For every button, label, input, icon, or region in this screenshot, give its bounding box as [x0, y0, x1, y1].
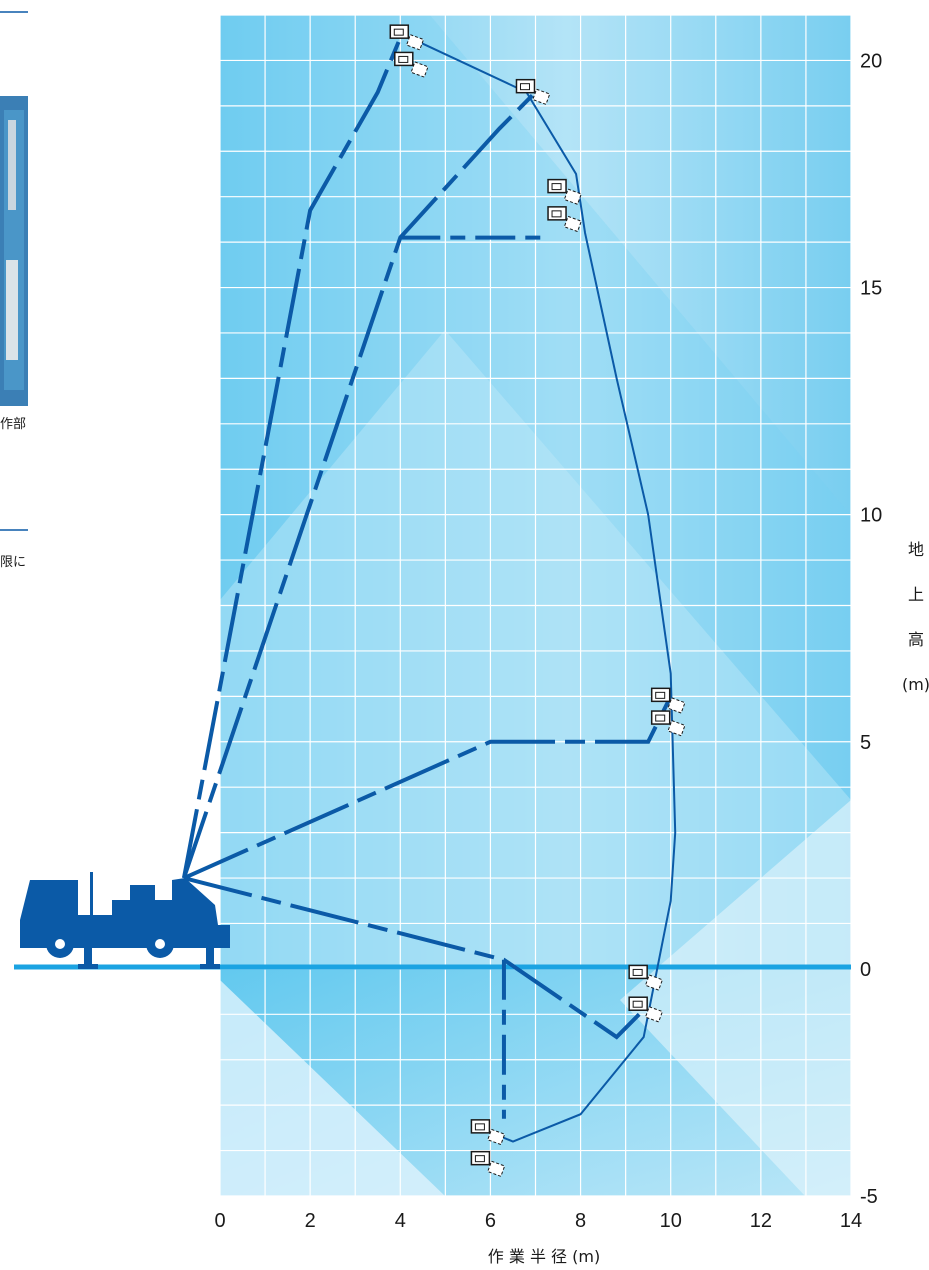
envelope-outline	[399, 32, 677, 1143]
basket-icon	[470, 1150, 506, 1177]
left-page-fragment: 作部 限に	[0, 11, 28, 570]
y-tick-label: -5	[860, 1186, 878, 1208]
boom-path	[182, 90, 537, 879]
y-tick-label: 5	[860, 732, 871, 754]
y-axis-title-char: 地	[908, 540, 924, 559]
x-tick-label: 14	[840, 1210, 862, 1232]
x-tick-label: 10	[660, 1210, 682, 1232]
boom-path	[183, 876, 641, 1040]
basket-icon	[394, 51, 429, 78]
y-tick-label: 15	[860, 278, 882, 300]
basket-icon	[389, 24, 425, 51]
boom-path	[183, 695, 673, 880]
y-axis-title-char: 上	[908, 585, 924, 604]
grid-lines	[219, 14, 852, 1197]
basket-icon	[547, 206, 582, 233]
x-tick-label: 0	[214, 1210, 225, 1232]
y-axis-title-char: 高	[908, 630, 924, 649]
basket-positions	[389, 24, 686, 1177]
basket-icon	[470, 1119, 506, 1146]
y-axis-title: 地上高 (m)	[902, 540, 929, 694]
basket-icon	[650, 687, 686, 714]
basket-icon	[515, 78, 551, 105]
x-tick-label: 12	[750, 1210, 772, 1232]
y-axis-title-char: (m)	[902, 675, 929, 694]
x-tick-label: 6	[485, 1210, 496, 1232]
y-tick-label: 0	[860, 959, 871, 981]
x-axis-title: 作 業 半 径 (m)	[488, 1247, 600, 1266]
truck-icon	[20, 872, 230, 969]
boom-path	[181, 36, 403, 879]
basket-icon	[628, 964, 664, 991]
basket-icon	[650, 710, 686, 737]
y-tick-label: 20	[860, 50, 882, 72]
x-tick-label: 8	[575, 1210, 586, 1232]
x-tick-label: 2	[305, 1210, 316, 1232]
body-fragment: 限に	[0, 555, 26, 570]
tick-labels: 0 2 4 6 8 10 12 14-5 0 5 10 15 20	[214, 50, 882, 1232]
x-tick-label: 4	[395, 1210, 406, 1232]
y-tick-label: 10	[860, 505, 882, 527]
working-envelope	[399, 32, 677, 1143]
basket-icon	[547, 178, 582, 205]
boom-paths	[181, 36, 673, 1119]
basket-icon	[628, 996, 664, 1023]
caption-fragment: 作部	[0, 417, 26, 432]
